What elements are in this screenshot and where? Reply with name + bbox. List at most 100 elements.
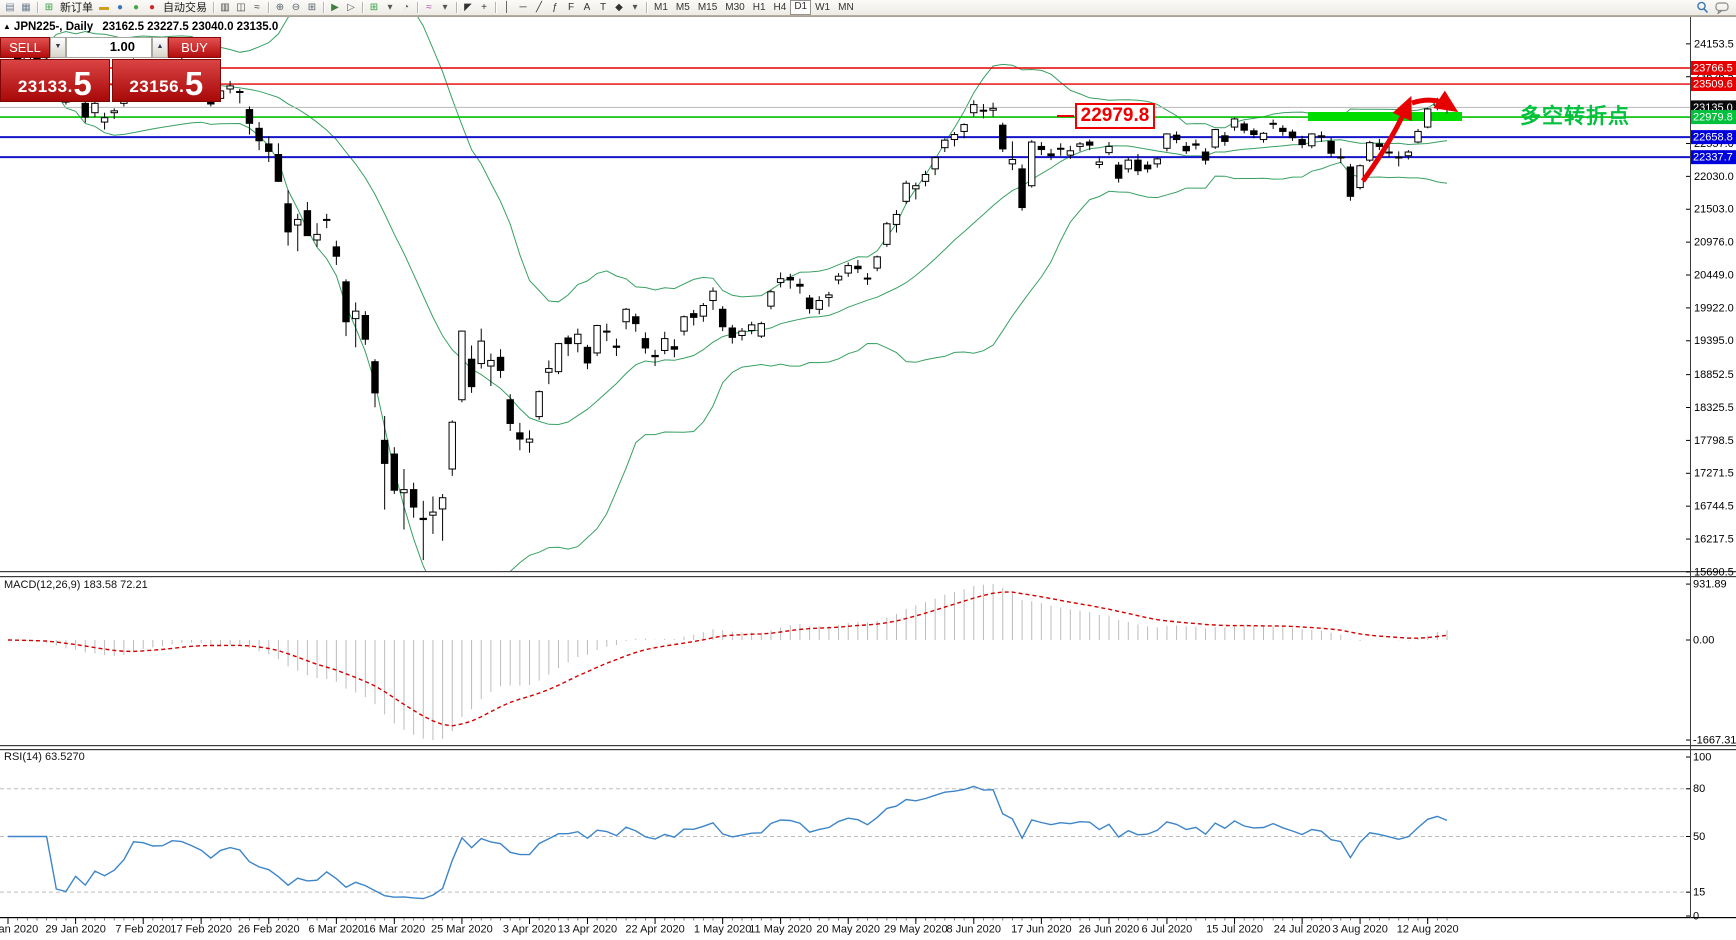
date-axis-label: 25 Mar 2020 [431, 923, 493, 935]
chart-shift-icon[interactable]: ▷ [347, 2, 355, 13]
rsi-indicator-label: RSI(14) 63.5270 [4, 751, 85, 763]
timeframe-button-m30[interactable]: M30 [725, 2, 745, 13]
candlestick-chart-icon[interactable]: ◫ [236, 2, 246, 13]
date-axis-label: 11 May 2020 [749, 923, 812, 935]
candlestick-series[interactable] [4, 45, 1451, 561]
date-axis-label: 17 Jun 2020 [1011, 923, 1072, 935]
arrows-caret-icon[interactable]: ▾ [632, 2, 638, 13]
price-callout-annotation[interactable]: 22979.8 [1075, 103, 1155, 129]
new-chart-caret-icon[interactable]: ▾ [387, 2, 393, 13]
search-icon[interactable] [1696, 1, 1709, 14]
indicators-icon[interactable]: ≈ [426, 2, 432, 13]
pivot-point-annotation[interactable]: 多空转折点 [1520, 105, 1630, 128]
axis-label: -1667.31 [1693, 734, 1736, 746]
toolbar-separator [417, 2, 418, 13]
arrows-icon[interactable]: ◆ [615, 2, 623, 13]
community-icon[interactable]: ● [116, 2, 124, 13]
date-axis-label: 20 Jan 2020 [0, 923, 38, 935]
macd-signal-line[interactable] [7, 591, 1448, 727]
gold-icon[interactable]: ▬ [99, 2, 109, 13]
crosshair-icon[interactable]: + [481, 2, 487, 13]
buy-button[interactable]: BUY [168, 37, 221, 58]
axis-label: 23766.5 [1693, 62, 1733, 74]
trend-arrows[interactable] [1360, 90, 1459, 183]
signals-icon[interactable]: ● [132, 2, 140, 13]
timeframe-button-d1[interactable]: D1 [790, 0, 812, 15]
axis-label: 0 [1693, 910, 1699, 922]
cursor-icon[interactable]: ◤ [464, 2, 472, 13]
timeframe-button-w1[interactable]: W1 [815, 2, 831, 13]
axis-label: 18852.5 [1694, 369, 1734, 381]
zoom-in-icon[interactable]: ⊕ [275, 2, 285, 13]
new-order-icon[interactable]: ⊞ [44, 2, 54, 13]
date-axis-label: 8 Jun 2020 [947, 923, 1001, 935]
bollinger-upper-band[interactable] [36, 0, 1448, 303]
indicators-caret-icon[interactable]: ▾ [442, 2, 448, 13]
new-chart-icon[interactable]: ⊞ [369, 2, 379, 13]
tile-windows-icon[interactable]: ⊞ [307, 2, 317, 13]
one-click-trading-panel: SELL ▼ 1.00 ▲ BUY 23133. 5 23156. 5 [0, 37, 221, 102]
toolbar-right-group [1696, 1, 1730, 14]
volume-decrease-button[interactable]: ▼ [50, 37, 66, 58]
autotrade-button[interactable]: 自动交易 [163, 1, 207, 14]
timeframe-button-m5[interactable]: M5 [675, 2, 690, 13]
trendline-icon[interactable]: ╱ [535, 2, 543, 13]
buy-price-main: 23156 [129, 77, 180, 96]
autotrade-icon[interactable]: ● [148, 2, 156, 13]
charts-list-icon[interactable]: ▤ [5, 2, 15, 13]
axis-label: 22658.8 [1693, 132, 1733, 144]
sell-price-display[interactable]: 23133. 5 [0, 59, 110, 102]
data-window-icon[interactable]: ▦ [21, 2, 31, 13]
date-axis-label: 15 Jul 2020 [1206, 923, 1263, 935]
volume-increase-button[interactable]: ▲ [152, 37, 168, 58]
sell-price-dot: . [67, 77, 73, 96]
chart-ohlc-values: 23162.5 23227.5 23040.0 23135.0 [102, 21, 279, 33]
axis-label: 16744.5 [1694, 501, 1734, 513]
toolbar-separator [37, 2, 38, 13]
text-icon[interactable]: A [583, 2, 591, 13]
zoom-out-icon[interactable]: ⊖ [291, 2, 301, 13]
toolbar-separator [362, 2, 363, 13]
vertical-line-icon[interactable]: │ [503, 2, 511, 13]
clock-icon[interactable]: ◔ [402, 2, 410, 13]
timeframe-toolbar: M1 M5 M15 M30 H1 H4 D1 W1 MN [650, 0, 858, 15]
support-zone-rectangle[interactable] [1308, 112, 1462, 121]
chat-icon[interactable] [1715, 1, 1730, 14]
macd-panel-series [7, 584, 1448, 741]
buy-price-display[interactable]: 23156. 5 [111, 59, 221, 102]
auto-scroll-icon[interactable]: ▶ [331, 2, 339, 13]
buy-price-pips: 5 [184, 65, 204, 102]
channel-icon[interactable]: F [567, 2, 575, 13]
rsi-panel-series [0, 785, 1690, 900]
axis-label: 24153.5 [1694, 38, 1734, 50]
timeframe-button-h1[interactable]: H1 [752, 2, 766, 13]
axis-label: 20976.0 [1694, 237, 1734, 249]
axis-label: 22030.0 [1694, 171, 1734, 183]
price-axis[interactable]: 24153.523626.522557.022030.021503.020976… [1686, 38, 1736, 922]
axis-label: 23509.6 [1693, 78, 1733, 90]
toolbar-separator [456, 2, 457, 13]
date-axis-label: 1 May 2020 [694, 923, 751, 935]
line-chart-icon[interactable]: ≈ [254, 2, 260, 13]
bar-chart-icon[interactable]: ▥ [220, 2, 230, 13]
symbol-marker-icon: ▲ [3, 22, 11, 31]
date-axis-label: 22 Apr 2020 [625, 923, 684, 935]
date-axis-label: 17 Feb 2020 [170, 923, 232, 935]
rsi-line[interactable] [8, 785, 1448, 900]
fibonacci-icon[interactable]: ƒ [552, 2, 558, 13]
volume-input[interactable]: 1.00 [66, 37, 152, 58]
chart-symbol-period: JPN225-, Daily [13, 21, 94, 33]
timeframe-button-h4[interactable]: H4 [773, 2, 787, 13]
text-label-icon[interactable]: T [599, 2, 607, 13]
timeframe-button-m15[interactable]: M15 [697, 2, 718, 13]
date-axis-label: 12 Aug 2020 [1397, 923, 1459, 935]
timeframe-button-mn[interactable]: MN [838, 2, 854, 13]
timeframe-button-m1[interactable]: M1 [654, 2, 668, 13]
axis-label: 21503.0 [1694, 204, 1734, 216]
new-order-button[interactable]: 新订单 [60, 1, 93, 14]
sell-button[interactable]: SELL [0, 37, 50, 58]
horizontal-line-icon[interactable]: ─ [519, 2, 527, 13]
date-axis-label: 13 Apr 2020 [558, 923, 617, 935]
